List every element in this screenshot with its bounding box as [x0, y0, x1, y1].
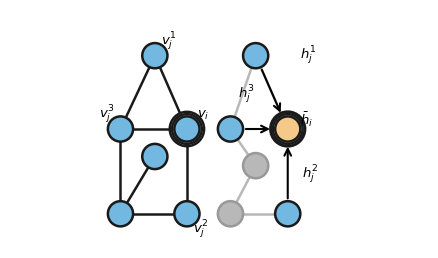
Circle shape — [275, 116, 300, 142]
Circle shape — [142, 144, 167, 169]
Circle shape — [174, 116, 200, 142]
Circle shape — [275, 201, 300, 226]
Circle shape — [174, 201, 200, 226]
Circle shape — [170, 112, 204, 146]
Text: $v_j^2$: $v_j^2$ — [193, 219, 208, 241]
Text: $v_i$: $v_i$ — [197, 109, 209, 122]
Circle shape — [271, 112, 305, 146]
Text: $v_j^1$: $v_j^1$ — [161, 31, 177, 53]
Circle shape — [273, 114, 303, 144]
Circle shape — [243, 153, 268, 178]
Text: $h_j^2$: $h_j^2$ — [303, 164, 319, 186]
Text: $h_j^3$: $h_j^3$ — [238, 84, 255, 106]
Circle shape — [172, 114, 202, 144]
Circle shape — [142, 43, 167, 68]
Circle shape — [108, 201, 133, 226]
Text: $h_j^1$: $h_j^1$ — [300, 45, 317, 67]
Text: $v_j^3$: $v_j^3$ — [99, 104, 114, 126]
Circle shape — [218, 201, 243, 226]
Circle shape — [243, 43, 268, 68]
Text: $\bar{h}_i$: $\bar{h}_i$ — [300, 110, 313, 129]
Circle shape — [108, 116, 133, 142]
Circle shape — [218, 116, 243, 142]
